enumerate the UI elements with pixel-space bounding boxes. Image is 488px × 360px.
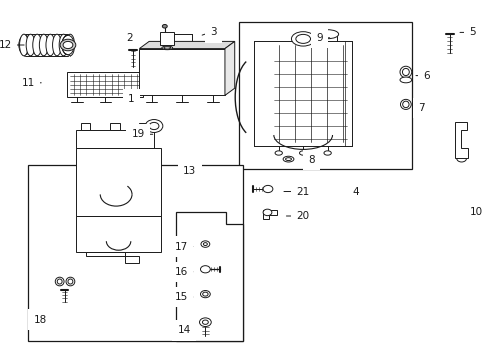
Ellipse shape: [26, 34, 35, 56]
Text: 17: 17: [174, 242, 187, 252]
Bar: [139, 49, 224, 95]
Ellipse shape: [402, 101, 408, 108]
Ellipse shape: [200, 291, 210, 298]
Ellipse shape: [20, 34, 28, 56]
Ellipse shape: [66, 277, 75, 286]
Text: 6: 6: [422, 71, 429, 81]
Polygon shape: [224, 41, 234, 95]
Ellipse shape: [65, 34, 74, 56]
Text: 15: 15: [174, 292, 187, 302]
Polygon shape: [262, 210, 277, 219]
Ellipse shape: [55, 277, 64, 286]
Text: 14: 14: [177, 325, 190, 336]
Circle shape: [149, 122, 159, 130]
Ellipse shape: [285, 158, 291, 161]
Bar: [67, 72, 143, 97]
Circle shape: [263, 209, 271, 216]
Text: 13: 13: [183, 166, 196, 176]
Circle shape: [201, 241, 209, 247]
Ellipse shape: [299, 151, 306, 155]
Circle shape: [203, 243, 207, 246]
Ellipse shape: [53, 34, 61, 56]
Circle shape: [199, 318, 211, 327]
Circle shape: [162, 24, 167, 28]
Text: 10: 10: [468, 207, 482, 217]
Circle shape: [200, 266, 210, 273]
Bar: [76, 148, 161, 216]
Bar: [238, 22, 411, 169]
Ellipse shape: [68, 279, 73, 284]
Text: 1: 1: [127, 94, 134, 104]
Polygon shape: [85, 252, 139, 263]
Text: 20: 20: [295, 211, 308, 221]
Ellipse shape: [399, 66, 411, 78]
Ellipse shape: [402, 68, 408, 76]
Ellipse shape: [46, 34, 55, 56]
Ellipse shape: [59, 34, 68, 56]
Polygon shape: [454, 122, 468, 158]
Ellipse shape: [57, 279, 62, 284]
Circle shape: [145, 120, 163, 132]
Ellipse shape: [400, 99, 410, 109]
Text: 9: 9: [315, 33, 322, 43]
Circle shape: [202, 320, 208, 324]
Ellipse shape: [316, 30, 338, 39]
Text: 5: 5: [468, 27, 475, 37]
Circle shape: [60, 39, 76, 51]
Ellipse shape: [399, 77, 411, 83]
Bar: [160, 32, 174, 45]
Text: 16: 16: [174, 267, 187, 277]
Bar: [81, 123, 90, 130]
Polygon shape: [176, 212, 243, 341]
Bar: [139, 123, 149, 130]
Bar: [76, 216, 161, 252]
Ellipse shape: [39, 34, 48, 56]
Ellipse shape: [19, 35, 31, 55]
Ellipse shape: [323, 151, 331, 155]
Circle shape: [263, 185, 272, 193]
Bar: [28, 165, 243, 341]
Text: 11: 11: [22, 78, 35, 88]
Text: 2: 2: [126, 33, 133, 43]
Ellipse shape: [274, 151, 282, 155]
Bar: [110, 123, 120, 130]
Ellipse shape: [291, 32, 314, 46]
Ellipse shape: [162, 46, 172, 50]
Ellipse shape: [202, 292, 208, 296]
Text: 19: 19: [131, 129, 144, 139]
Text: 18: 18: [33, 315, 47, 325]
Text: 12: 12: [0, 40, 12, 50]
Ellipse shape: [33, 34, 41, 56]
Ellipse shape: [163, 47, 170, 49]
Text: 8: 8: [307, 155, 314, 165]
Text: 21: 21: [295, 186, 308, 197]
Text: 3: 3: [210, 27, 217, 37]
Text: 4: 4: [351, 186, 358, 197]
Bar: [76, 130, 154, 148]
Ellipse shape: [61, 35, 74, 55]
Ellipse shape: [283, 156, 293, 162]
Ellipse shape: [295, 34, 310, 43]
Circle shape: [63, 41, 73, 49]
Text: 7: 7: [417, 103, 424, 113]
Polygon shape: [139, 41, 234, 49]
